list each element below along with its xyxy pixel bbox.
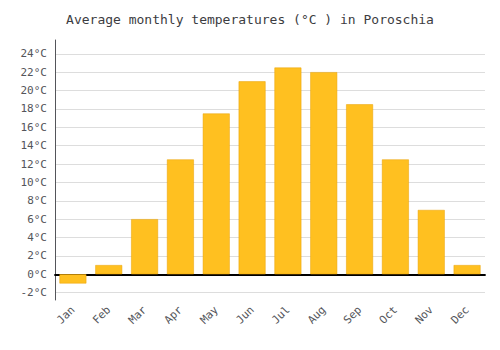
svg-text:2°C: 2°C	[27, 249, 47, 262]
svg-text:18°C: 18°C	[21, 102, 48, 115]
svg-text:May: May	[198, 303, 221, 326]
svg-text:-2°C: -2°C	[21, 286, 48, 299]
svg-text:22°C: 22°C	[21, 66, 48, 79]
svg-text:8°C: 8°C	[27, 194, 47, 207]
svg-text:Jun: Jun	[233, 303, 256, 326]
svg-text:24°C: 24°C	[21, 47, 48, 60]
svg-text:16°C: 16°C	[21, 121, 48, 134]
svg-text:Mar: Mar	[126, 303, 149, 326]
svg-text:Apr: Apr	[162, 303, 185, 326]
svg-text:14°C: 14°C	[21, 139, 48, 152]
svg-text:12°C: 12°C	[21, 158, 48, 171]
svg-text:Aug: Aug	[305, 303, 328, 326]
svg-text:Sep: Sep	[341, 303, 364, 326]
svg-text:4°C: 4°C	[27, 231, 47, 244]
svg-text:Nov: Nov	[413, 303, 436, 326]
svg-text:Feb: Feb	[90, 303, 113, 326]
svg-text:0°C: 0°C	[27, 268, 47, 281]
svg-text:Jan: Jan	[54, 303, 77, 326]
svg-text:Average monthly temperatures (: Average monthly temperatures (°C ) in Po…	[66, 12, 434, 27]
svg-text:20°C: 20°C	[21, 84, 48, 97]
svg-text:Jul: Jul	[269, 303, 292, 326]
svg-text:10°C: 10°C	[21, 176, 48, 189]
svg-text:6°C: 6°C	[27, 213, 47, 226]
svg-text:Oct: Oct	[377, 303, 400, 326]
svg-text:Dec: Dec	[448, 303, 471, 326]
